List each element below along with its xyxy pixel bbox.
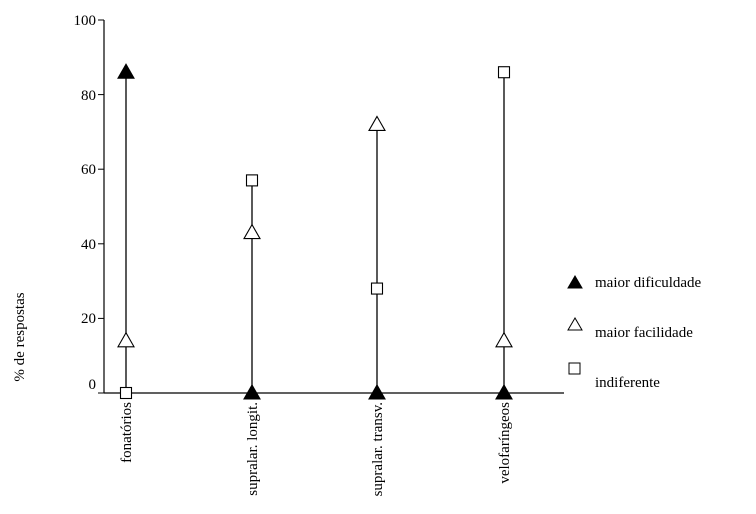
x-tick-label: velofaríngeos	[497, 402, 513, 484]
data-point	[119, 386, 133, 400]
legend-label: maior dificuldade	[595, 275, 702, 291]
y-axis-title: % de respostas	[12, 292, 28, 381]
y-ticks: 100 80 60 40 20 0	[74, 13, 104, 394]
x-tick-labels: fonatórios supralar. longit. supralar. t…	[119, 402, 513, 497]
y-tick-label: 20	[81, 311, 96, 327]
data-point	[117, 63, 135, 79]
x-tick-label: supralar. longit.	[245, 402, 261, 496]
y-tick-label: 100	[74, 13, 97, 29]
data-point	[245, 174, 259, 187]
legend-label: maior facilidade	[595, 325, 693, 341]
y-tick-label: 0	[89, 377, 97, 393]
y-tick-label: 60	[81, 162, 96, 178]
data-point	[243, 223, 261, 240]
data-point	[368, 115, 386, 131]
data-point	[370, 282, 384, 295]
x-tick-label: supralar. transv.	[370, 402, 386, 496]
y-tick-label: 80	[81, 88, 96, 104]
data-point	[243, 383, 261, 400]
legend-marker-maior-dificuldade	[567, 275, 583, 289]
data-point	[368, 383, 386, 400]
y-tick-label: 40	[81, 237, 96, 253]
legend-marker-maior-facilidade	[567, 317, 583, 331]
data-point	[117, 331, 135, 348]
data-point	[497, 66, 511, 79]
data-point	[495, 331, 513, 348]
legend-label: indiferente	[595, 375, 660, 391]
legend: maior dificuldade maior facilidade indif…	[567, 275, 702, 391]
x-tick-label: fonatórios	[119, 402, 135, 463]
plot-area	[117, 63, 513, 400]
legend-marker-indiferente	[568, 362, 581, 375]
data-point	[495, 383, 513, 400]
x-ticks	[125, 393, 505, 399]
